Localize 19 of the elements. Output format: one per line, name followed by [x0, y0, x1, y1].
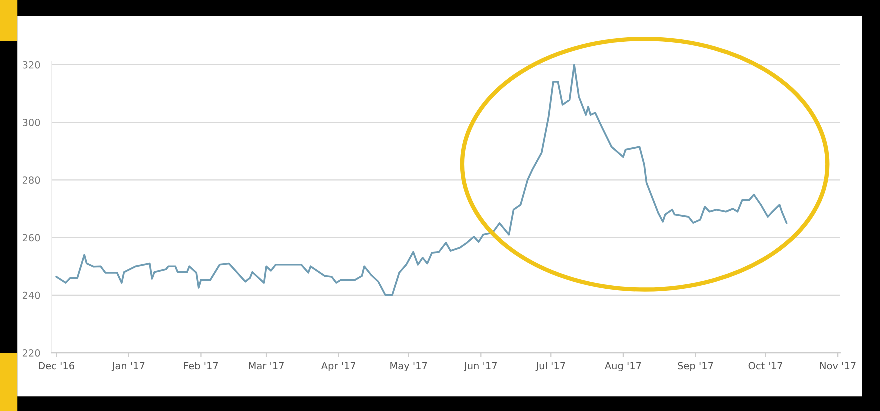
x-tick-label: Jul '17 [536, 362, 566, 372]
x-tick-label: Oct '17 [748, 362, 782, 370]
y-tick-label: 260 [22, 234, 40, 242]
y-tick-label: 220 [22, 350, 40, 357]
x-tick-label: Feb '17 [184, 362, 218, 370]
line-series [56, 64, 788, 296]
x-tick-label: Sep '17 [678, 362, 714, 372]
x-tick-label: May '17 [390, 362, 428, 372]
x-tick-label: Mar '17 [249, 362, 284, 370]
y-tick-label: 240 [22, 292, 40, 300]
x-tick-label: Aug '17 [604, 362, 642, 372]
y-tick-label: 320 [22, 61, 40, 69]
y-tick-label: 280 [22, 176, 40, 184]
x-tick-label: Dec '16 [39, 362, 74, 370]
x-tick-label: Nov '17 [820, 362, 856, 370]
x-tick-label: Apr '17 [321, 362, 356, 372]
x-tick-label: Jan '17 [112, 362, 145, 372]
y-tick-label: 300 [22, 119, 40, 126]
x-tick-label: Jun '17 [464, 362, 497, 372]
